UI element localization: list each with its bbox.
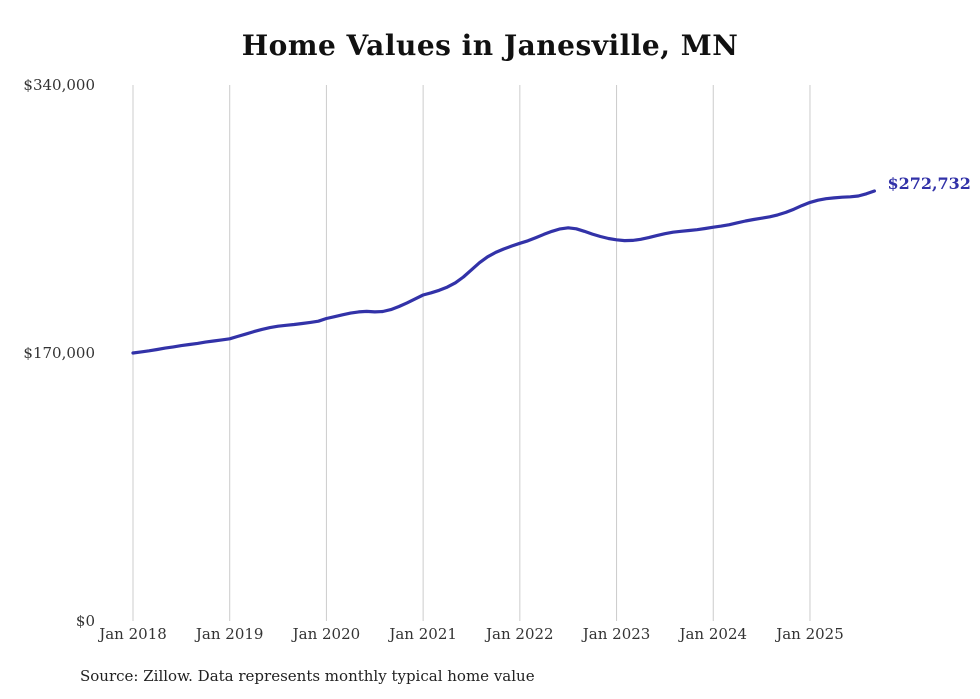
chart-title: Home Values in Janesville, MN [241,29,739,62]
x-tick-label: Jan 2024 [679,625,748,643]
end-value-label: $272,732 [887,174,971,194]
x-tick-label: Jan 2023 [582,625,651,643]
y-tick-label: $0 [75,612,95,630]
x-tick-label: Jan 2022 [486,625,554,643]
x-tick-label: Jan 2021 [389,625,457,643]
x-tick-label: Jan 2018 [99,625,167,643]
x-tick-label: Jan 2020 [292,625,361,643]
value-line [131,189,877,355]
y-tick-label: $340,000 [23,76,95,94]
y-tick-label: $170,000 [23,344,95,362]
x-tick-label: Jan 2025 [776,625,844,643]
x-tick-label: Jan 2019 [195,625,264,643]
source-note: Source: Zillow. Data represents monthly … [80,667,535,685]
